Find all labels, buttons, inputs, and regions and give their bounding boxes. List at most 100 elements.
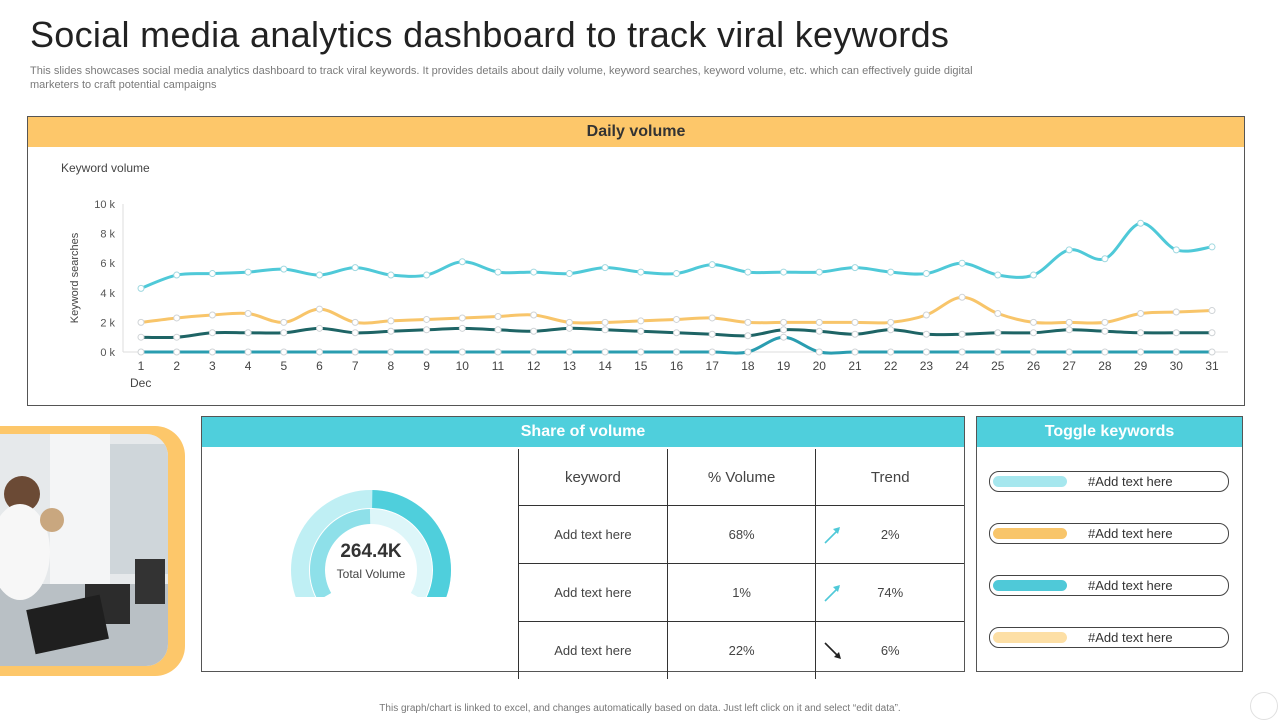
data-point	[601, 264, 609, 272]
x-tick-label: 15	[634, 359, 648, 373]
data-point	[815, 318, 823, 326]
data-point	[494, 326, 502, 334]
keyword-cell[interactable]: Add text here	[518, 563, 668, 622]
keyword-cell[interactable]: Add text here	[518, 505, 668, 564]
data-point	[458, 314, 466, 322]
data-point	[815, 327, 823, 335]
data-point	[387, 348, 395, 356]
data-point	[137, 284, 145, 292]
y-tick-label: 10 k	[94, 199, 115, 211]
data-point	[601, 318, 609, 326]
data-point	[708, 348, 716, 356]
keyword-toggle-bar	[993, 580, 1067, 591]
x-tick-label: 6	[316, 359, 323, 373]
data-point	[208, 329, 216, 337]
keyword-toggle-3[interactable]: #Add text here	[989, 575, 1229, 596]
x-tick-label: 17	[706, 359, 720, 373]
data-point	[744, 348, 752, 356]
total-volume-label: Total Volume	[336, 567, 406, 581]
data-point	[922, 270, 930, 278]
data-point	[244, 268, 252, 276]
data-point	[458, 348, 466, 356]
data-point	[1101, 255, 1109, 263]
data-point	[1101, 318, 1109, 326]
data-point	[173, 314, 181, 322]
data-point	[1208, 243, 1216, 251]
data-point	[887, 318, 895, 326]
data-point	[851, 318, 859, 326]
keyword-toggle-2[interactable]: #Add text here	[989, 523, 1229, 544]
data-point	[387, 327, 395, 335]
data-point	[958, 348, 966, 356]
total-volume-gauge: 264.4K Total Volume	[288, 487, 454, 610]
footer-note: This graph/chart is linked to excel, and…	[379, 703, 901, 714]
data-point	[1172, 329, 1180, 337]
data-point	[1208, 307, 1216, 315]
x-tick-label: 12	[527, 359, 541, 373]
data-point	[208, 348, 216, 356]
x-tick-label: 21	[848, 359, 862, 373]
x-tick-label: 29	[1134, 359, 1148, 373]
keyword-volume-chart[interactable]: Keyword volume Keyword searches 0 k 2 k 4 k 6…	[28, 117, 1244, 405]
data-point	[351, 329, 359, 337]
daily-volume-header: Daily volume	[28, 117, 1244, 147]
data-point	[565, 324, 573, 332]
data-point	[637, 327, 645, 335]
y-tick-label: 0 k	[100, 347, 115, 359]
data-point	[565, 348, 573, 356]
data-point	[1172, 308, 1180, 316]
x-tick-label: 4	[245, 359, 252, 373]
data-point	[994, 271, 1002, 279]
data-point	[565, 270, 573, 278]
data-point	[922, 330, 930, 338]
x-tick-label: 28	[1098, 359, 1112, 373]
x-tick-label: 1	[138, 359, 145, 373]
trend-up-icon	[824, 527, 841, 544]
data-point	[316, 271, 323, 279]
data-point	[1137, 219, 1145, 227]
keyword-toggle-bar	[993, 528, 1067, 539]
data-point	[387, 317, 395, 325]
data-point	[815, 348, 823, 356]
data-point	[815, 268, 823, 276]
data-point	[137, 348, 145, 356]
data-point	[1030, 348, 1037, 356]
trend-value: 6%	[880, 643, 900, 658]
keyword-toggle-label: #Add text here	[1088, 578, 1173, 593]
total-volume-value: 264.4K	[340, 541, 402, 562]
trend-down-icon	[824, 642, 842, 659]
y-tick-label: 4 k	[100, 288, 115, 300]
data-point	[958, 293, 966, 301]
data-point	[316, 305, 323, 313]
keyword-toggle-1[interactable]: #Add text here	[989, 471, 1229, 492]
data-point	[423, 326, 431, 334]
data-point	[351, 348, 359, 356]
data-point	[887, 268, 895, 276]
x-tick-label: 14	[598, 359, 612, 373]
toggle-keywords-header: Toggle keywords	[977, 417, 1242, 447]
data-point	[494, 312, 502, 320]
keyword-cell[interactable]: Add text here	[518, 621, 668, 679]
data-point	[530, 311, 538, 319]
keyword-volume-table: keyword % Volume Trend Add text here 68%…	[518, 449, 964, 679]
data-point	[922, 311, 930, 319]
x-tick-label: 11	[492, 359, 505, 373]
data-point	[1172, 246, 1180, 254]
x-tick-label: 5	[280, 359, 287, 373]
y-tick-label: 2 k	[100, 317, 115, 329]
data-point	[1030, 329, 1037, 337]
data-point	[458, 258, 466, 266]
data-point	[851, 348, 859, 356]
data-point	[673, 329, 680, 337]
data-point	[1137, 348, 1145, 356]
keyword-toggle-4[interactable]: #Add text here	[989, 627, 1229, 648]
share-of-volume-header: Share of volume	[202, 417, 964, 447]
data-point	[387, 271, 395, 279]
toggle-keywords-panel: Toggle keywords #Add text here #Add text…	[976, 416, 1243, 672]
column-header-trend: Trend	[815, 449, 964, 506]
x-tick-label: 10	[456, 359, 470, 373]
gauge-inner-fill	[310, 509, 371, 601]
data-point	[316, 348, 323, 356]
data-point	[173, 271, 181, 279]
x-tick-label: 9	[423, 359, 430, 373]
